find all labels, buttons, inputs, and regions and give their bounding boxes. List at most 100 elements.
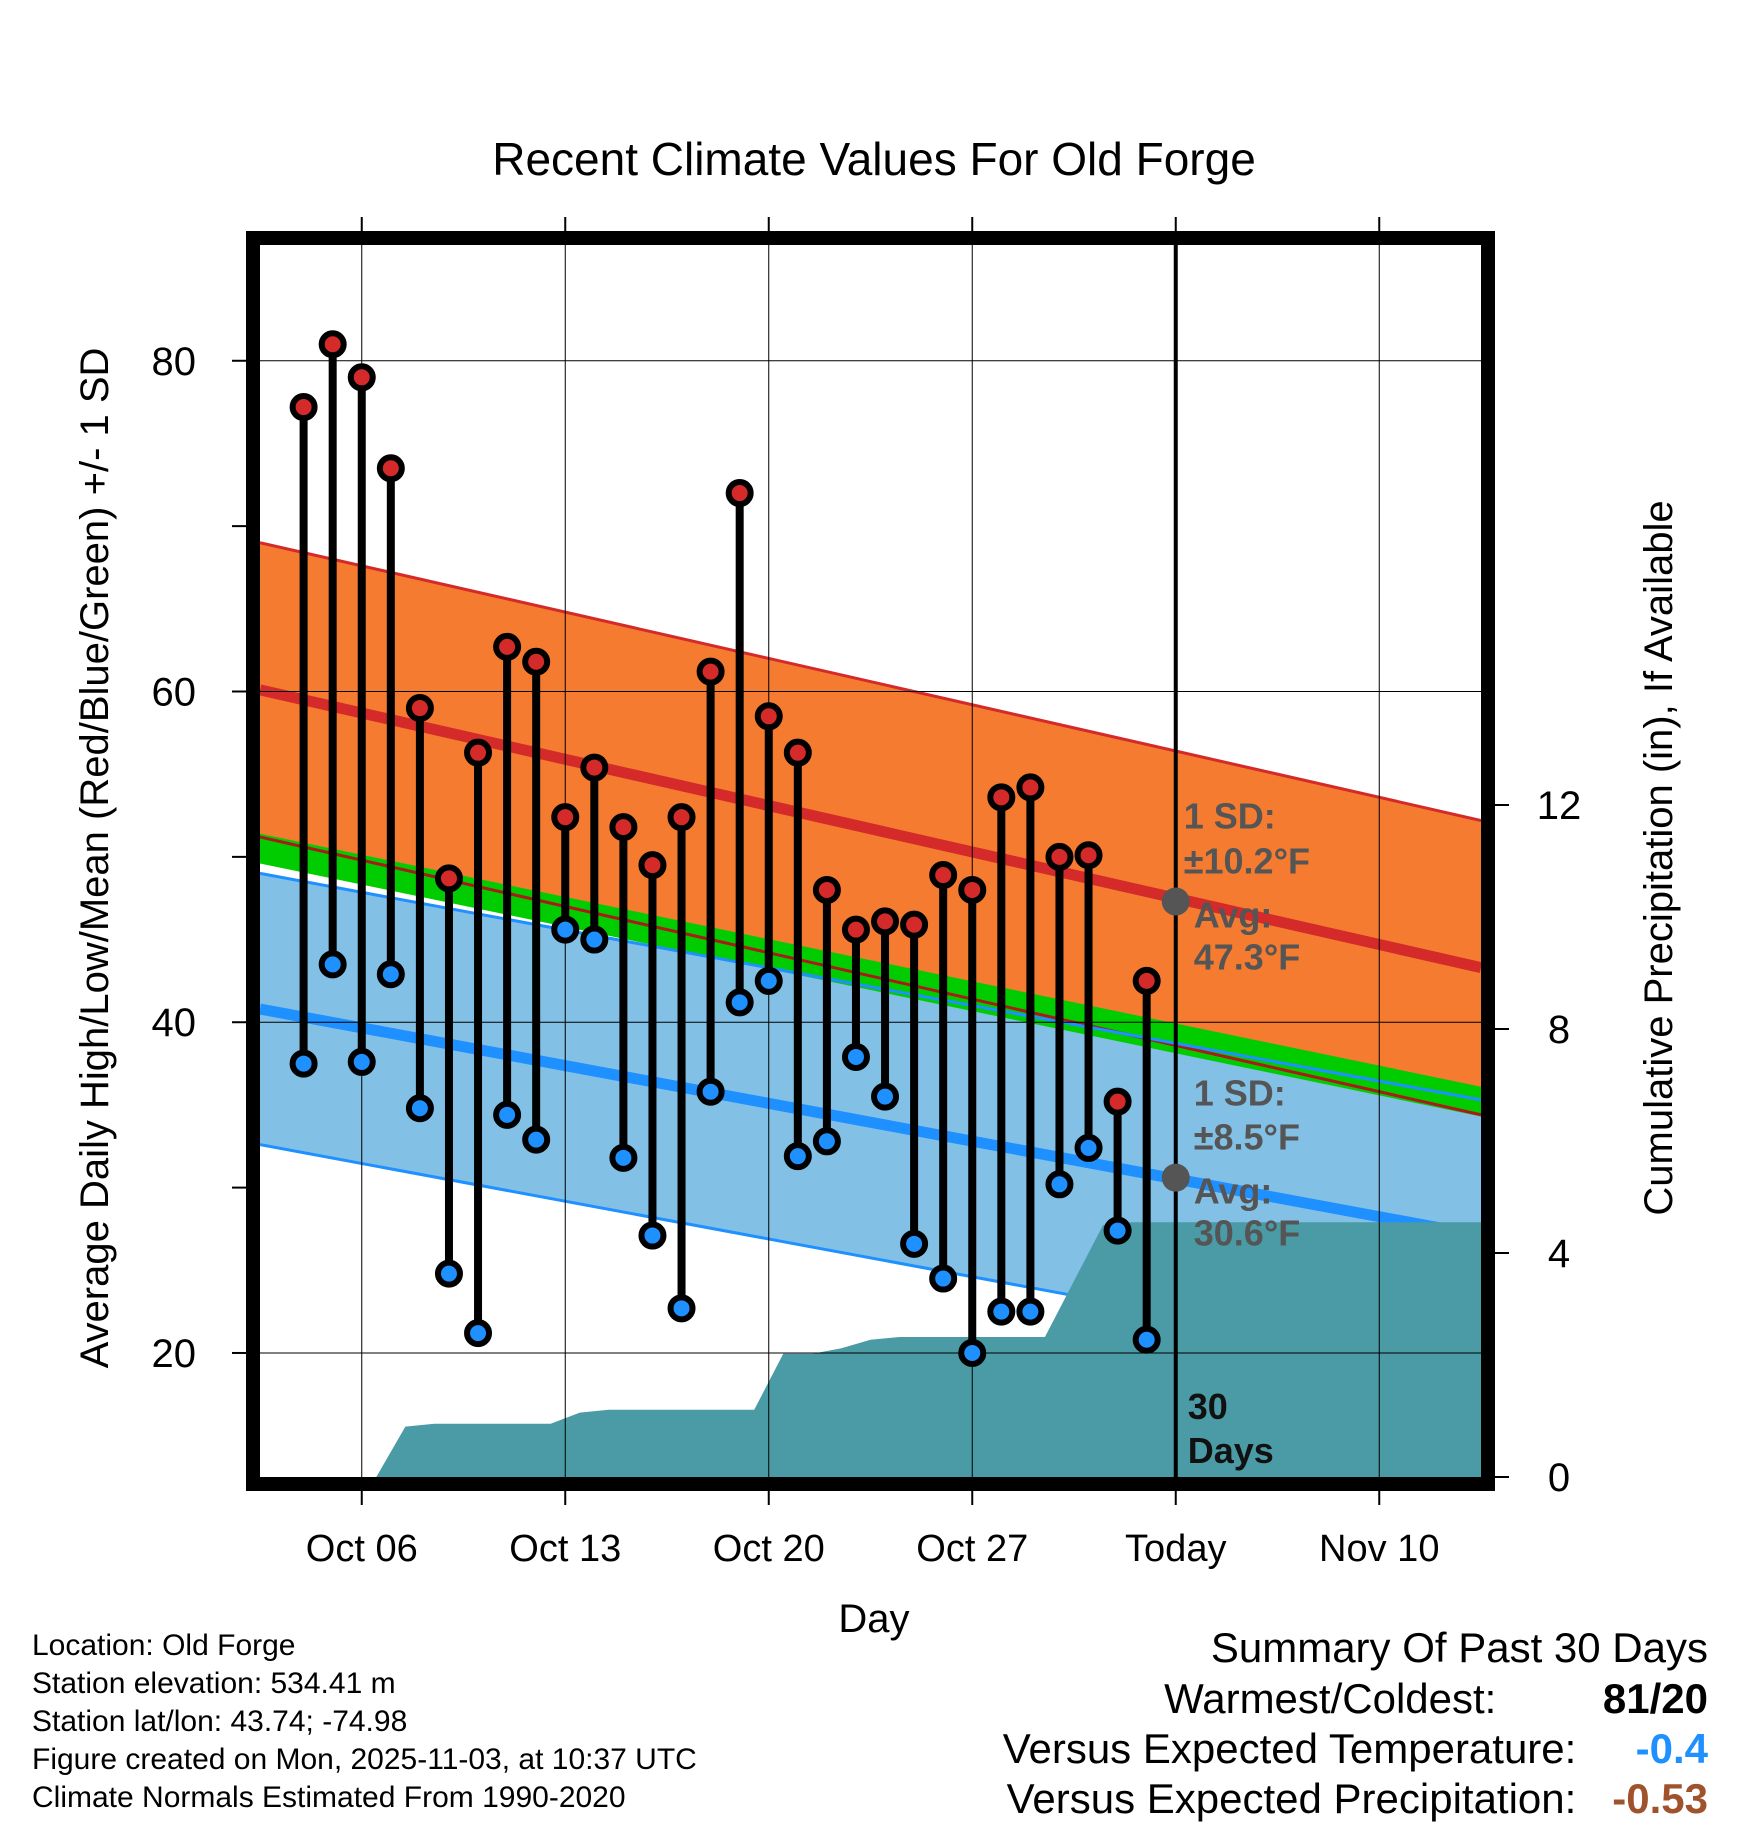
summary-sep: / bbox=[1649, 1675, 1662, 1722]
info-elevation: Station elevation: 534.41 m bbox=[32, 1667, 396, 1700]
summary-warm-label: Warmest/Coldest: bbox=[1164, 1675, 1497, 1722]
daily-low-point bbox=[1045, 1170, 1074, 1199]
daily-low-point bbox=[958, 1338, 987, 1367]
summary-title: Summary Of Past 30 Days bbox=[1210, 1624, 1708, 1671]
daily-high-point bbox=[929, 861, 958, 890]
x-tick-label: Today bbox=[1125, 1528, 1226, 1570]
daily-low-point bbox=[929, 1264, 958, 1293]
daily-high-point bbox=[464, 738, 493, 767]
y-tick-label: 60 bbox=[152, 670, 197, 714]
daily-low-point bbox=[638, 1221, 667, 1250]
daily-high-point bbox=[1016, 773, 1045, 802]
daily-low-point bbox=[405, 1094, 434, 1123]
low-avg-label: Avg: bbox=[1194, 1171, 1273, 1212]
high-sd-value: ±10.2°F bbox=[1184, 841, 1310, 882]
low-avg-value: 30.6°F bbox=[1194, 1213, 1300, 1254]
daily-low-point bbox=[493, 1100, 522, 1129]
daily-high-point bbox=[958, 875, 987, 904]
daily-low-point bbox=[1074, 1133, 1103, 1162]
daily-low-point bbox=[987, 1297, 1016, 1326]
normal-high-line bbox=[260, 684, 1481, 974]
high-avg-marker bbox=[1161, 887, 1190, 916]
daily-high-point bbox=[318, 330, 347, 359]
daily-high-point bbox=[638, 851, 667, 880]
plot-frame bbox=[246, 231, 1495, 1491]
x-tick-label: Oct 06 bbox=[306, 1528, 418, 1570]
info-location: Location: Old Forge bbox=[32, 1629, 296, 1662]
high-sd-upper-line bbox=[260, 541, 1481, 822]
daily-high-point bbox=[347, 363, 376, 392]
daily-high-point bbox=[900, 910, 929, 939]
daily-high-point bbox=[493, 632, 522, 661]
daily-low-point bbox=[841, 1042, 870, 1071]
daily-low-point bbox=[580, 925, 609, 954]
y-tick-label: 20 bbox=[152, 1332, 197, 1376]
summary-cold-value: 20 bbox=[1661, 1675, 1708, 1722]
y-axis-label: Average Daily High/Low/Mean (Red/Blue/Gr… bbox=[73, 348, 117, 1369]
low-sd-label: 1 SD: bbox=[1194, 1073, 1286, 1114]
daily-low-point bbox=[667, 1294, 696, 1323]
days-label-line2: Days bbox=[1188, 1430, 1274, 1471]
daily-high-point bbox=[1132, 966, 1161, 995]
daily-high-point bbox=[522, 647, 551, 676]
daily-high-point bbox=[434, 864, 463, 893]
info-normals: Climate Normals Estimated From 1990-2020 bbox=[32, 1781, 626, 1814]
daily-low-point bbox=[812, 1127, 841, 1156]
summary-temp-value: -0.4 bbox=[1635, 1725, 1708, 1772]
info-latlon: Station lat/lon: 43.74; -74.98 bbox=[32, 1705, 408, 1738]
x-tick-label: Oct 13 bbox=[509, 1528, 621, 1570]
x-tick-label: Oct 20 bbox=[713, 1528, 825, 1570]
daily-low-point bbox=[347, 1047, 376, 1076]
summary-precip-label: Versus Expected Precipitation: bbox=[1006, 1775, 1577, 1822]
y2-tick-label: 0 bbox=[1548, 1456, 1570, 1500]
daily-high-point bbox=[667, 803, 696, 832]
daily-high-point bbox=[783, 738, 812, 767]
precipitation-area bbox=[260, 1222, 1481, 1477]
normal-low-line bbox=[260, 1003, 1481, 1241]
daily-high-point bbox=[754, 702, 783, 731]
daily-low-point bbox=[900, 1229, 929, 1258]
daily-high-point bbox=[987, 783, 1016, 812]
daily-low-point bbox=[551, 915, 580, 944]
summary-warm-value: 81 bbox=[1602, 1675, 1650, 1722]
station-info: Location: Old Forge Station elevation: 5… bbox=[32, 1627, 697, 1817]
daily-high-point bbox=[725, 479, 754, 508]
daily-high-point bbox=[1074, 841, 1103, 870]
x-axis-label: Day bbox=[838, 1597, 909, 1641]
daily-low-point bbox=[289, 1049, 318, 1078]
daily-low-point bbox=[434, 1259, 463, 1288]
y2-tick-label: 8 bbox=[1548, 1008, 1570, 1052]
daily-high-point bbox=[609, 813, 638, 842]
high-sd-lower-line bbox=[260, 835, 1481, 1117]
daily-low-point bbox=[1016, 1297, 1045, 1326]
daily-low-point bbox=[522, 1125, 551, 1154]
low-sd-value: ±8.5°F bbox=[1194, 1117, 1300, 1158]
y2-tick-label: 12 bbox=[1537, 784, 1582, 828]
high-avg-label: Avg: bbox=[1194, 895, 1273, 936]
daily-high-point bbox=[696, 657, 725, 686]
y-tick-label: 80 bbox=[152, 340, 197, 384]
daily-high-point bbox=[289, 393, 318, 422]
high-avg-value: 47.3°F bbox=[1194, 937, 1300, 978]
days-label-line1: 30 bbox=[1188, 1386, 1228, 1427]
summary-precip-value: -0.53 bbox=[1612, 1775, 1708, 1822]
daily-high-point bbox=[405, 694, 434, 723]
daily-low-point bbox=[871, 1082, 900, 1111]
info-created: Figure created on Mon, 2025-11-03, at 10… bbox=[32, 1743, 697, 1776]
y2-axis-label: Cumulative Precipitation (in), If Availa… bbox=[1637, 500, 1681, 1215]
summary-warm-row: Warmest/Coldest: 81/20 bbox=[1164, 1675, 1708, 1723]
summary-temp-label: Versus Expected Temperature: bbox=[1002, 1725, 1577, 1772]
daily-high-point bbox=[580, 753, 609, 782]
daily-low-point bbox=[1132, 1325, 1161, 1354]
x-tick-label: Oct 27 bbox=[916, 1528, 1028, 1570]
daily-high-point bbox=[841, 915, 870, 944]
daily-low-point bbox=[783, 1142, 812, 1171]
daily-low-point bbox=[464, 1319, 493, 1348]
daily-low-point bbox=[725, 988, 754, 1017]
summary-warm-value-group: 81/20 bbox=[1508, 1675, 1708, 1723]
y2-tick-label: 4 bbox=[1548, 1232, 1570, 1276]
x-tick-label: Nov 10 bbox=[1319, 1528, 1439, 1570]
summary-temp-row: Versus Expected Temperature: -0.4 bbox=[1003, 1725, 1708, 1773]
